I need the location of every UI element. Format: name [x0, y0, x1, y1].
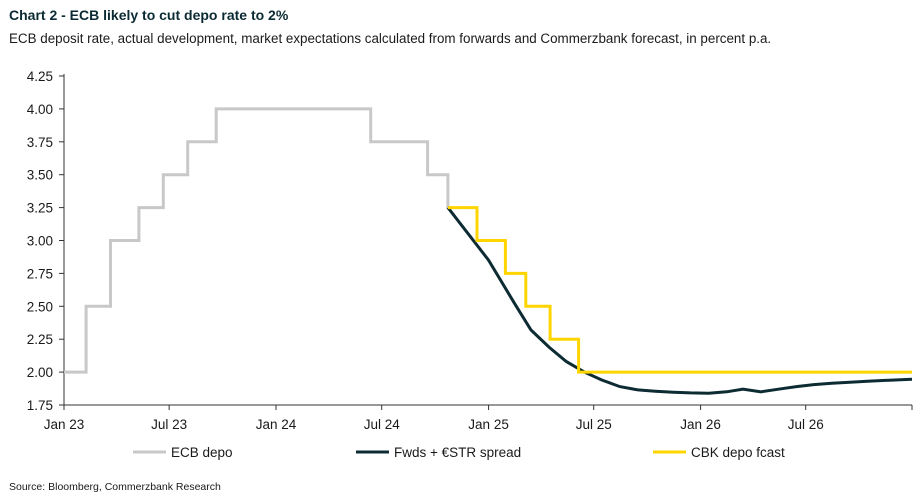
x-tick-label: Jul 23 — [151, 417, 187, 432]
series-line-fwds-str-spread — [446, 206, 913, 395]
legend-label-fwds-str-spread: Fwds + €STR spread — [394, 445, 521, 460]
y-tick-label: 2.25 — [27, 332, 53, 347]
chart-subtitle: ECB deposit rate, actual development, ma… — [9, 31, 772, 46]
y-tick-label: 3.25 — [27, 201, 53, 216]
y-tick-label: 3.50 — [27, 168, 53, 183]
series-line-ecb-depo — [64, 107, 453, 374]
legend-label-cbk-depo-fcast: CBK depo fcast — [691, 445, 785, 460]
y-tick-label: 2.50 — [27, 299, 53, 314]
legend: ECB depo Fwds + €STR spread CBK depo fcast — [133, 445, 785, 460]
series-line-cbk-depo-fcast — [447, 206, 912, 374]
legend-label-ecb-depo: ECB depo — [171, 445, 233, 460]
y-tick-label: 4.25 — [27, 69, 53, 84]
x-tick-label: Jan 24 — [256, 417, 297, 432]
source-note: Source: Bloomberg, Commerzbank Research — [9, 481, 221, 493]
y-tick-label: 4.00 — [27, 102, 53, 117]
x-tick-label: Jul 26 — [788, 417, 824, 432]
x-tick-label: Jan 23 — [44, 417, 85, 432]
y-tick-label: 3.00 — [27, 234, 53, 249]
series-lines — [64, 107, 913, 395]
y-tick-label: 1.75 — [27, 398, 53, 413]
y-axis: 1.75 2.00 2.25 2.50 2.75 3.00 3.25 3.50 3.75 4.00… — [27, 69, 65, 413]
x-tick-label: Jul 24 — [364, 417, 401, 432]
y-tick-label: 3.75 — [27, 135, 53, 150]
chart-title: Chart 2 - ECB likely to cut depo rate to… — [9, 7, 289, 23]
y-tick-label: 2.75 — [27, 266, 53, 281]
x-tick-label: Jan 26 — [680, 417, 721, 432]
x-tick-label: Jan 25 — [468, 417, 509, 432]
x-tick-label: Jul 25 — [576, 417, 612, 432]
x-axis: Jan 23 Jul 23 Jan 24 Jul 24 Jan 25 Jul 25 Jan … — [44, 404, 913, 432]
y-tick-label: 2.00 — [27, 365, 53, 380]
